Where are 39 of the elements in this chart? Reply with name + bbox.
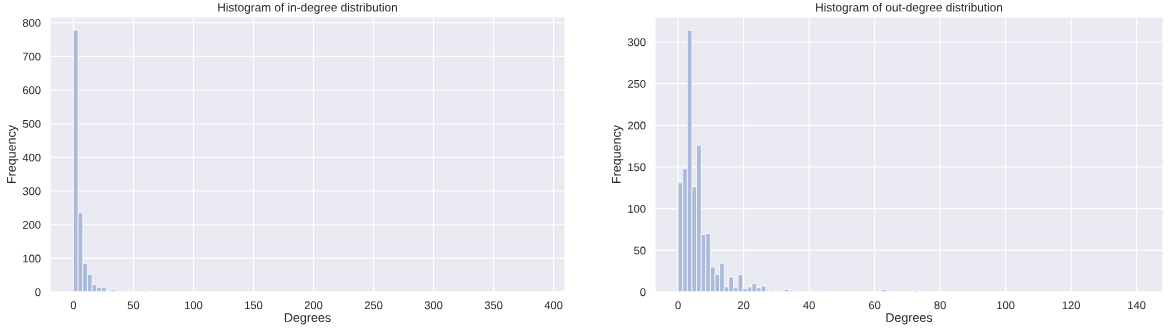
x-tick-label: 80 [934, 301, 946, 310]
y-tick-label: 400 [22, 153, 41, 162]
y-tick-label: 100 [628, 204, 646, 213]
x-tick-label: 100 [997, 301, 1015, 310]
y-axis-title: Frequency [612, 124, 624, 183]
y-tick-label: 300 [627, 38, 646, 47]
x-tick-label: 50 [127, 301, 140, 310]
x-tick-label: 0 [70, 301, 77, 310]
y-tick-label: 0 [35, 288, 41, 297]
x-tick-label: 100 [185, 301, 203, 310]
x-tick-label: 300 [424, 301, 443, 310]
x-tick-label: 60 [868, 301, 881, 310]
x-tick-label: 250 [364, 301, 383, 310]
y-tick-label: 150 [628, 163, 646, 172]
y-tick-label: 600 [23, 86, 41, 95]
x-tick-label: 150 [245, 301, 263, 310]
chart-title: Histogram of out-degree distribution [816, 2, 1003, 14]
y-tick-label: 800 [22, 18, 41, 27]
chart-title: Histogram of in-degree distribution [218, 2, 397, 14]
y-tick-label: 250 [627, 79, 646, 88]
x-axis-title: Degrees [886, 313, 933, 325]
x-tick-label: 0 [675, 301, 681, 310]
y-tick-label: 500 [22, 119, 41, 128]
x-axis-title: Degrees [284, 313, 331, 325]
y-tick-label: 200 [627, 121, 646, 130]
y-tick-label: 200 [22, 220, 41, 229]
x-tick-label: 140 [1128, 301, 1146, 310]
x-tick-label: 200 [304, 301, 323, 310]
x-tick-label: 120 [1062, 301, 1080, 310]
y-axis-title: Frequency [7, 124, 19, 183]
y-tick-label: 50 [634, 246, 646, 255]
y-tick-label: 100 [23, 254, 41, 263]
x-tick-label: 400 [544, 301, 563, 310]
y-tick-label: 0 [640, 288, 646, 297]
x-tick-label: 20 [737, 301, 750, 310]
y-tick-label: 300 [22, 187, 41, 196]
y-tick-label: 700 [23, 52, 41, 61]
x-tick-label: 350 [484, 301, 503, 310]
x-tick-label: 40 [803, 301, 815, 310]
